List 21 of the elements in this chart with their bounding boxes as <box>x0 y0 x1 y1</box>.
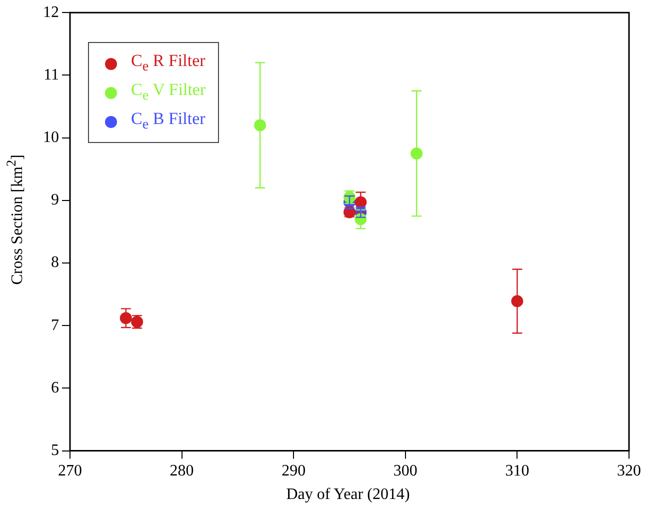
legend-label: C$_{e}$ V Filter <box>131 80 206 105</box>
y-tick-label: 11 <box>44 66 59 84</box>
x-tick-label: 300 <box>393 462 418 480</box>
y-tick-label: 5 <box>51 442 59 460</box>
legend-label: C$_{e}$ R Filter <box>131 51 206 76</box>
y-tick-label: 6 <box>51 379 59 396</box>
point <box>120 312 132 324</box>
y-tick-label: 10 <box>43 129 59 146</box>
x-axis-title: Day of Year (2014) <box>285 486 411 504</box>
x-tick-label: 320 <box>617 462 641 480</box>
legend-label: C$_{e}$ B Filter <box>131 109 206 134</box>
x-tick-label: 270 <box>58 462 82 480</box>
x-tick-label: 310 <box>505 462 530 480</box>
point <box>410 147 423 160</box>
x-tick-label: 290 <box>282 462 306 480</box>
y-tick-label: 8 <box>51 254 59 272</box>
x-tick-label: 280 <box>170 462 194 480</box>
point <box>254 119 266 132</box>
y-tick-label: 9 <box>51 192 59 209</box>
y-tick-label: 12 <box>43 4 59 21</box>
y-tick-label: 7 <box>51 316 59 334</box>
